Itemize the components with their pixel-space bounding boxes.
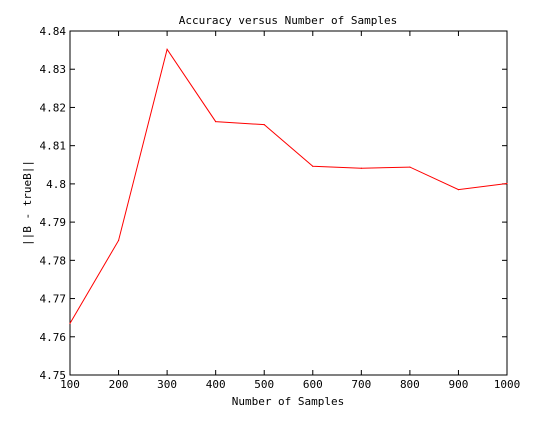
data-point — [506, 182, 508, 185]
y-tick-label: 4.78 — [40, 254, 67, 267]
x-tick-label: 700 — [351, 378, 371, 391]
x-tick-label: 200 — [109, 378, 129, 391]
y-tick-label: 4.8 — [46, 178, 66, 191]
x-tick-label: 500 — [254, 378, 274, 391]
data-point — [409, 166, 411, 168]
y-axis-label: ||B - trueB|| — [21, 160, 34, 246]
data-point — [166, 48, 168, 50]
x-tick-label: 400 — [206, 378, 226, 391]
series-layer — [69, 48, 508, 324]
x-tick-label: 600 — [303, 378, 323, 391]
data-point — [117, 239, 120, 242]
y-tick-label: 4.77 — [40, 293, 67, 306]
data-point — [69, 322, 71, 324]
y-tick-label: 4.79 — [40, 216, 67, 229]
data-point — [215, 120, 217, 123]
series-line — [69, 48, 508, 324]
y-tick-label: 4.82 — [40, 101, 67, 114]
plot-area — [69, 30, 508, 376]
chart-title: Accuracy versus Number of Samples — [179, 14, 398, 27]
data-point — [312, 165, 314, 167]
y-tick-label: 4.75 — [40, 369, 67, 382]
data-point — [263, 124, 265, 126]
x-axis-label: Number of Samples — [232, 395, 345, 408]
x-tick-label: 300 — [157, 378, 177, 391]
y-tick-label: 4.84 — [40, 25, 67, 38]
x-tick-label: 800 — [400, 378, 420, 391]
x-tick-label: 1000 — [494, 378, 521, 391]
data-point — [360, 167, 362, 169]
data-point — [457, 189, 460, 191]
y-tick-label: 4.81 — [40, 140, 67, 153]
x-axis-ticks: 100 200 300 400 500 600 700 800 900 1000 — [60, 31, 520, 391]
y-axis-ticks: 4.75 4.76 4.77 4.78 4.79 4.8 4.81 4.82 4.83 4.84 — [40, 25, 507, 382]
y-tick-label: 4.76 — [40, 331, 67, 344]
x-tick-label: 100 — [60, 378, 80, 391]
x-tick-label: 900 — [449, 378, 469, 391]
y-tick-label: 4.83 — [40, 63, 67, 76]
